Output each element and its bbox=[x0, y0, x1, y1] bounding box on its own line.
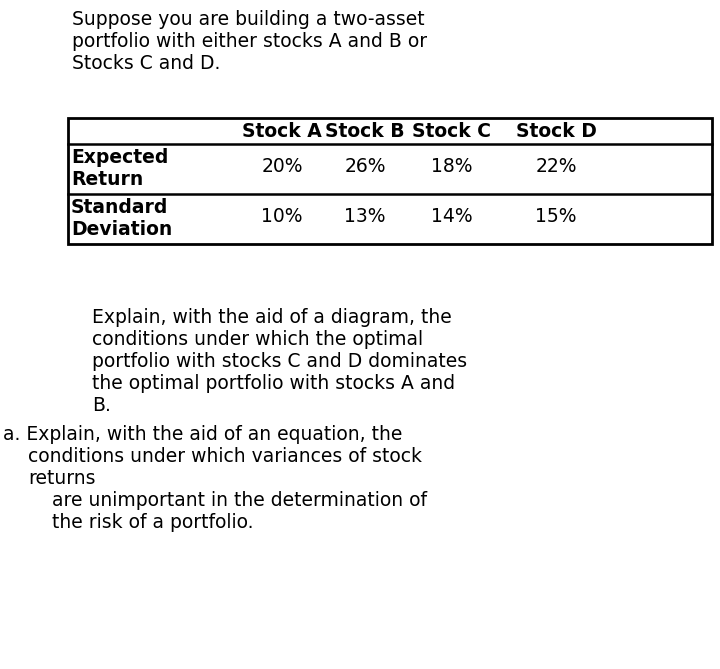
Text: 15%: 15% bbox=[535, 207, 577, 226]
Text: Explain, with the aid of a diagram, the: Explain, with the aid of a diagram, the bbox=[92, 308, 451, 327]
Text: a. Explain, with the aid of an equation, the: a. Explain, with the aid of an equation,… bbox=[3, 425, 402, 444]
Text: Suppose you are building a two-asset: Suppose you are building a two-asset bbox=[72, 10, 425, 29]
Text: Stock C: Stock C bbox=[413, 122, 492, 141]
Text: 14%: 14% bbox=[431, 207, 473, 226]
Text: the optimal portfolio with stocks A and: the optimal portfolio with stocks A and bbox=[92, 374, 455, 393]
Text: the risk of a portfolio.: the risk of a portfolio. bbox=[52, 513, 253, 532]
Text: Stock A: Stock A bbox=[242, 122, 322, 141]
Text: 22%: 22% bbox=[535, 157, 577, 176]
Text: conditions under which the optimal: conditions under which the optimal bbox=[92, 330, 423, 349]
Text: 18%: 18% bbox=[431, 157, 473, 176]
Text: Stock D: Stock D bbox=[516, 122, 596, 141]
Text: Deviation: Deviation bbox=[71, 220, 172, 239]
Text: portfolio with stocks C and D dominates: portfolio with stocks C and D dominates bbox=[92, 352, 467, 371]
Text: Expected: Expected bbox=[71, 148, 168, 167]
Text: Return: Return bbox=[71, 170, 143, 189]
Text: conditions under which variances of stock: conditions under which variances of stoc… bbox=[28, 447, 422, 466]
Text: 20%: 20% bbox=[261, 157, 302, 176]
Text: 26%: 26% bbox=[344, 157, 386, 176]
Text: are unimportant in the determination of: are unimportant in the determination of bbox=[52, 491, 427, 510]
Text: portfolio with either stocks A and B or: portfolio with either stocks A and B or bbox=[72, 32, 427, 51]
Text: Stocks C and D.: Stocks C and D. bbox=[72, 54, 220, 73]
Text: Stock B: Stock B bbox=[325, 122, 405, 141]
Text: Standard: Standard bbox=[71, 198, 168, 217]
Text: 13%: 13% bbox=[344, 207, 386, 226]
Bar bbox=[68, 118, 712, 244]
Text: returns: returns bbox=[28, 469, 96, 488]
Text: 10%: 10% bbox=[261, 207, 302, 226]
Text: B.: B. bbox=[92, 396, 111, 415]
